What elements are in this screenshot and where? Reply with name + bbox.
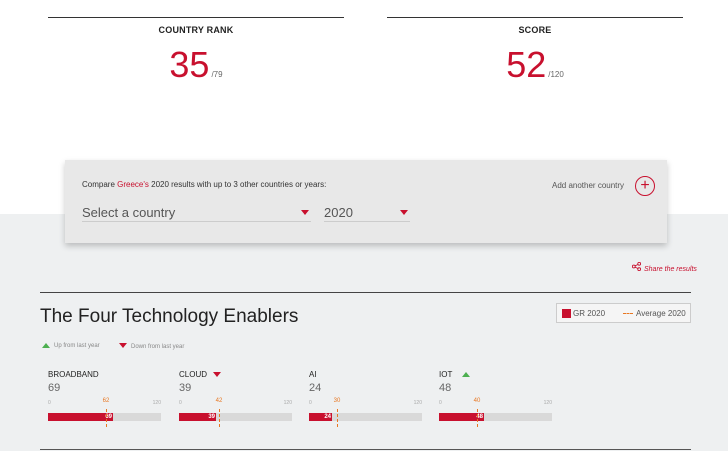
down-indicator-legend: Down from last year [119, 343, 184, 350]
enabler-score: 24 [309, 382, 322, 394]
score-bar-label: 39 [208, 414, 215, 420]
bottom-divider [40, 449, 691, 450]
score-bar-track: 39 [179, 413, 292, 421]
score-bar-label: 48 [476, 414, 483, 420]
score-card: SCORE 52/120 [387, 17, 683, 86]
enabler-cloud: CLOUD 39 0 120 42 39 [179, 370, 292, 430]
scale-min: 0 [309, 400, 312, 406]
average-value-label: 62 [102, 398, 110, 404]
share-results-label: Share the results [644, 266, 697, 273]
average-value-label: 42 [215, 398, 223, 404]
enabler-iot: IOT 48 0 120 40 48 [439, 370, 552, 430]
scale-min: 0 [179, 400, 182, 406]
legend-country-label: GR 2020 [573, 309, 606, 318]
country-rank-total: /79 [211, 70, 223, 79]
enabler-score: 48 [439, 382, 452, 394]
score-value: 52 [506, 44, 547, 85]
country-rank-card: COUNTRY RANK 35/79 [48, 17, 344, 86]
share-results-link[interactable]: Share the results [632, 262, 697, 273]
scale-min: 0 [48, 400, 51, 406]
score-total: /120 [548, 70, 564, 79]
average-swatch [623, 313, 633, 314]
add-country-label[interactable]: Add another country [552, 181, 625, 190]
chevron-down-icon [400, 210, 408, 215]
average-marker [337, 409, 338, 427]
country-select-value: Select a country [82, 205, 176, 220]
score-bar-label: 24 [324, 414, 331, 420]
country-rank-value: 35 [169, 44, 210, 85]
enabler-name: IOT [439, 370, 453, 379]
enabler-name: AI [309, 370, 317, 379]
section-title: The Four Technology Enablers [40, 306, 299, 327]
country-rank-label: COUNTRY RANK [158, 25, 234, 35]
score-label: SCORE [518, 25, 552, 35]
year-select[interactable]: 2020 [324, 204, 410, 222]
score-bar-track: 48 [439, 413, 552, 421]
enabler-broadband: BROADBAND 69 0 120 62 69 [48, 370, 161, 430]
legend-average-label: Average 2020 [636, 309, 686, 318]
results-area [0, 214, 728, 451]
arrow-down-icon [213, 372, 221, 377]
average-marker [106, 409, 107, 427]
score-bar-fill: 24 [309, 413, 332, 421]
chevron-down-icon [301, 210, 309, 215]
scale-max: 120 [413, 400, 422, 406]
enabler-score: 39 [179, 382, 192, 394]
score-bar-label: 69 [105, 414, 112, 420]
average-value-label: 30 [333, 398, 341, 404]
compare-instructions: Compare Greece's 2020 results with up to… [82, 180, 327, 189]
enabler-score: 69 [48, 382, 61, 394]
average-marker [477, 409, 478, 427]
score-bar-fill: 39 [179, 413, 216, 421]
share-icon [632, 262, 641, 271]
add-country-button[interactable]: + [635, 176, 655, 196]
enabler-ai: AI 24 0 120 30 24 [309, 370, 422, 430]
scale-min: 0 [439, 400, 442, 406]
scale-max: 120 [543, 400, 552, 406]
up-indicator-legend: Up from last year [42, 343, 100, 349]
scale-max: 120 [152, 400, 161, 406]
average-marker [219, 409, 220, 427]
score-bar-track: 24 [309, 413, 422, 421]
score-bar-fill: 48 [439, 413, 484, 421]
country-select[interactable]: Select a country [82, 204, 311, 222]
enabler-name: CLOUD [179, 370, 208, 379]
legend: GR 2020 Average 2020 [556, 303, 691, 323]
section-divider [40, 292, 691, 293]
arrow-up-icon [461, 372, 470, 377]
compare-country-name: Greece's [117, 180, 149, 189]
year-select-value: 2020 [324, 205, 353, 220]
arrow-down-icon [119, 343, 127, 348]
score-bar-track: 69 [48, 413, 161, 421]
country-swatch [562, 309, 571, 318]
arrow-up-icon [42, 343, 50, 348]
scale-max: 120 [283, 400, 292, 406]
compare-panel: Compare Greece's 2020 results with up to… [65, 160, 667, 243]
enabler-name: BROADBAND [48, 370, 99, 379]
score-bar-fill: 69 [48, 413, 113, 421]
average-value-label: 40 [473, 398, 481, 404]
